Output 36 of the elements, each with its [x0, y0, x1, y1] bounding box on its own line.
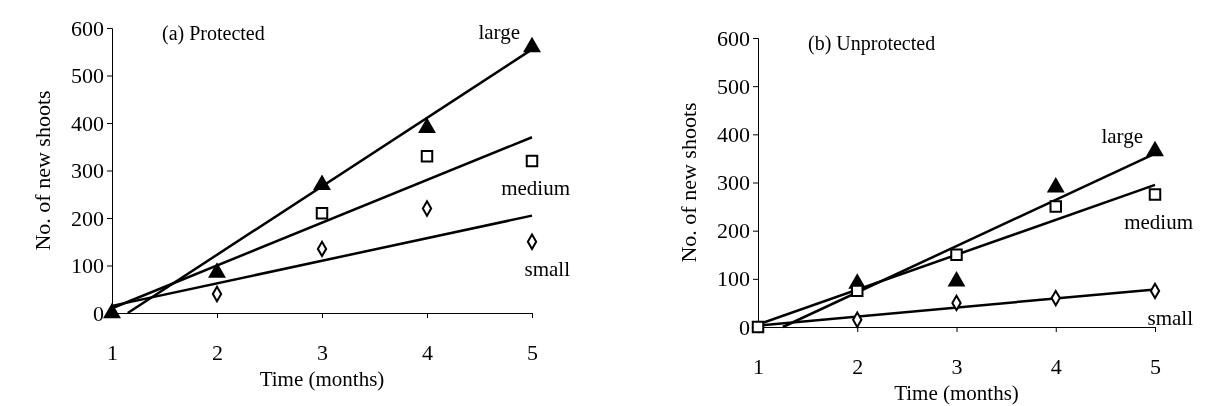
x-axis-title: Time (months) — [259, 367, 385, 391]
x-tick-label: 1 — [753, 353, 764, 379]
y-tick-label: 600 — [717, 25, 750, 51]
y-tick-label: 300 — [717, 170, 750, 196]
series-label: medium — [1124, 209, 1193, 234]
y-tick-label: 200 — [717, 218, 750, 244]
x-tick-label: 5 — [527, 339, 538, 365]
y-axis-title: No. of new shoots — [30, 90, 55, 251]
y-tick-label: 100 — [71, 253, 104, 279]
y-tick-label: 0 — [93, 300, 104, 326]
y-tick-label: 500 — [71, 63, 104, 89]
x-tick-label: 2 — [212, 339, 223, 365]
y-tick-label: 200 — [71, 205, 104, 231]
y-tick-label: 100 — [717, 266, 750, 292]
y-tick-label: 400 — [71, 110, 104, 136]
y-axis-title: No. of new shoots — [676, 102, 701, 263]
x-axis-title: Time (months) — [894, 381, 1019, 405]
y-tick-label: 600 — [71, 15, 104, 41]
x-tick-label: 5 — [1150, 353, 1161, 379]
series-label: medium — [501, 176, 570, 200]
series-label: large — [478, 20, 520, 44]
x-tick-label: 4 — [1050, 353, 1062, 379]
chart-title: (a) Protected — [162, 22, 265, 45]
series-label: large — [1101, 124, 1143, 149]
x-tick-label: 2 — [852, 353, 864, 379]
y-tick-label: 500 — [717, 73, 750, 99]
x-tick-label: 1 — [107, 339, 118, 365]
y-tick-label: 300 — [71, 158, 104, 184]
x-tick-label: 4 — [422, 339, 433, 365]
chart-title: (b) Unprotected — [808, 32, 936, 55]
x-tick-label: 3 — [951, 353, 963, 379]
y-tick-label: 0 — [739, 314, 750, 340]
x-tick-label: 3 — [317, 339, 328, 365]
y-tick-label: 400 — [717, 121, 750, 147]
series-label: small — [1147, 305, 1194, 330]
series-label: small — [524, 256, 571, 281]
